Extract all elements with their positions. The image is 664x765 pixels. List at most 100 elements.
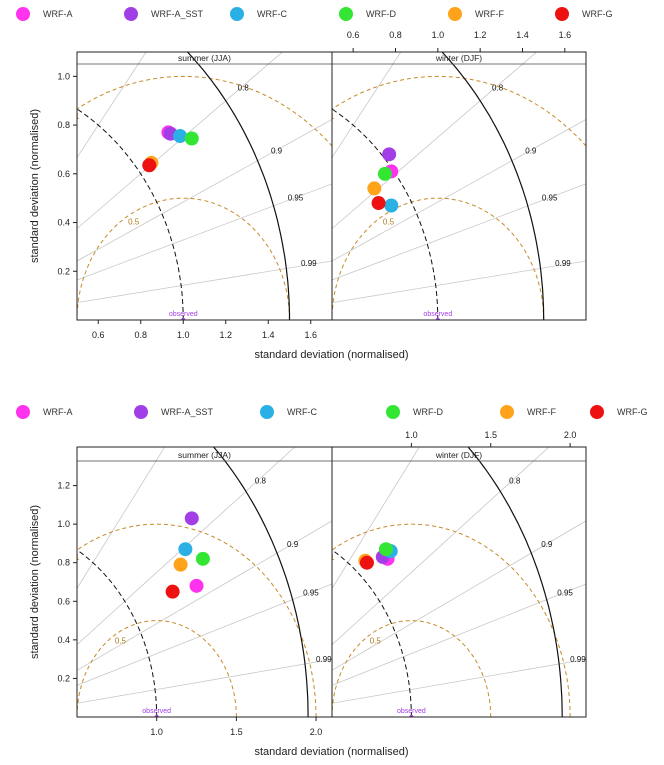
rms-label: 0.5 (383, 218, 395, 227)
observed-label: observed (423, 311, 452, 318)
observed-label: observed (169, 311, 198, 318)
top-tick-label: 1.0 (405, 430, 418, 440)
correlation-label: 0.8 (509, 476, 521, 485)
plot-area: 1 0.5 0.8 0.9 0.95 0.99 observed (75, 52, 332, 320)
legend-label: WRF-D (366, 9, 396, 19)
y-tick-label: 0.8 (57, 120, 70, 130)
legend-label: WRF-G (582, 9, 613, 19)
rms-label: 1 (330, 112, 335, 121)
plot-area: 1 0.5 0.8 0.9 0.95 0.99 observed (330, 447, 586, 717)
correlation-ray (332, 447, 550, 646)
correlation-ray (77, 447, 296, 646)
x-tick-label: 1.2 (219, 330, 232, 340)
taylor-figure-1: WRF-A WRF-A_SST WRF-C WRF-D WRF-F WRF-G 1 0.5 0.… (16, 7, 613, 361)
data-point-wrf-d (184, 131, 199, 146)
correlation-ray (0, 0, 277, 717)
rms-arc (332, 620, 492, 717)
x-tick-label: 1.4 (262, 330, 275, 340)
correlation-label: 0.95 (288, 194, 304, 203)
rms-arc (77, 620, 237, 717)
correlation-ray (77, 658, 332, 704)
top-tick-label: 1.2 (474, 30, 487, 40)
outer-sd-arc (212, 447, 309, 717)
correlation-label: 0.99 (570, 655, 586, 664)
observed-marker (435, 317, 441, 320)
top-tick-label: 0.8 (389, 30, 402, 40)
observed-label: observed (142, 708, 171, 715)
y-tick-label: 0.4 (57, 218, 70, 228)
legend-marker (555, 7, 569, 21)
top-tick-label: 0.6 (347, 30, 360, 40)
x-tick-label: 1.6 (304, 330, 317, 340)
x-tick-label: 1.5 (230, 727, 243, 737)
plot-area: 1 0.5 0.8 0.9 0.95 0.99 observed (0, 0, 332, 717)
y-axis-label: standard deviation (normalised) (29, 109, 41, 263)
data-point-wrf-g (371, 196, 386, 211)
x-tick-label: 0.6 (92, 330, 105, 340)
correlation-ray (77, 183, 332, 281)
panel-summer: 1 0.5 0.8 0.9 0.95 0.99 observed summer (JJA) 0.… (57, 51, 333, 340)
data-point-wrf-a-sst (184, 511, 199, 526)
legend-label: WRF-G (617, 407, 648, 417)
y-axis-label: standard deviation (normalised) (29, 505, 41, 659)
rms-label: 1 (75, 112, 80, 121)
y-tick-label: 1.2 (57, 481, 70, 491)
rms-arc (332, 197, 545, 320)
legend: WRF-A WRF-A_SST WRF-C WRF-D WRF-F WRF-G (16, 7, 613, 21)
rms-arc (77, 523, 317, 717)
legend-label: WRF-F (475, 9, 504, 19)
panel-frame (331, 446, 587, 718)
correlation-label: 0.95 (542, 194, 558, 203)
correlation-ray (332, 260, 586, 304)
top-tick-label: 1.6 (559, 30, 572, 40)
correlation-label: 0.99 (316, 655, 332, 664)
data-point-wrf-c (178, 542, 193, 557)
x-tick-label: 2.0 (310, 727, 323, 737)
correlation-label: 0.99 (555, 259, 571, 268)
rms-label: 1 (75, 553, 80, 562)
y-tick-label: 0.6 (57, 169, 70, 179)
top-tick-label: 2.0 (564, 430, 577, 440)
legend-marker (260, 405, 274, 419)
legend-marker (500, 405, 514, 419)
correlation-label: 0.8 (255, 476, 267, 485)
correlation-ray (77, 52, 284, 230)
correlation-ray (77, 520, 332, 671)
correlation-label: 0.9 (271, 146, 283, 155)
correlation-ray (332, 52, 402, 159)
rms-label: 0.5 (370, 636, 382, 645)
observed-sd-arc (77, 549, 158, 717)
data-point-wrf-g (165, 584, 180, 599)
observed-sd-arc (332, 549, 412, 717)
x-tick-label: 0.8 (134, 330, 147, 340)
panel-frame (76, 51, 333, 321)
legend-marker (124, 7, 138, 21)
correlation-ray (77, 447, 166, 590)
observed-marker (409, 714, 414, 717)
observed-sd-arc (332, 108, 439, 320)
legend-marker (339, 7, 353, 21)
data-point-wrf-a-sst (382, 147, 397, 162)
correlation-ray (77, 260, 332, 304)
legend: WRF-A WRF-A_SST WRF-C WRF-D WRF-F WRF-G (16, 405, 648, 419)
legend-label: WRF-C (257, 9, 287, 19)
legend-label: WRF-A_SST (151, 9, 204, 19)
legend-marker (134, 405, 148, 419)
correlation-ray (332, 52, 538, 230)
panel-title: winter (DJF) (435, 450, 482, 460)
legend-label: WRF-A_SST (161, 407, 214, 417)
data-point-wrf-a (189, 578, 204, 593)
correlation-ray (332, 583, 586, 686)
y-tick-label: 0.6 (57, 596, 70, 606)
correlation-ray (77, 583, 332, 686)
outer-sd-arc (467, 447, 563, 717)
rms-arc (332, 75, 586, 147)
y-tick-label: 0.8 (57, 558, 70, 568)
data-point-wrf-d (378, 542, 393, 557)
rms-label: 1 (330, 553, 335, 562)
plot-area: 1 0.5 0.8 0.9 0.95 0.99 observed (330, 52, 586, 320)
legend-marker (590, 405, 604, 419)
data-point-wrf-g (359, 555, 374, 570)
correlation-label: 0.9 (287, 540, 299, 549)
correlation-ray (332, 658, 586, 704)
